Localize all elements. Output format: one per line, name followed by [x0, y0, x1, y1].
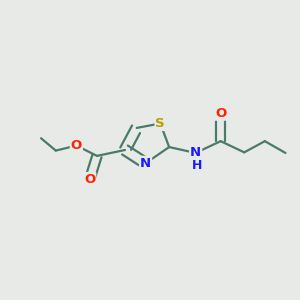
Text: O: O: [71, 139, 82, 152]
Text: H: H: [192, 159, 202, 172]
Text: N: N: [140, 157, 151, 170]
Text: N: N: [190, 146, 201, 159]
Text: O: O: [215, 107, 226, 120]
Text: O: O: [84, 173, 95, 186]
Text: S: S: [155, 117, 165, 130]
